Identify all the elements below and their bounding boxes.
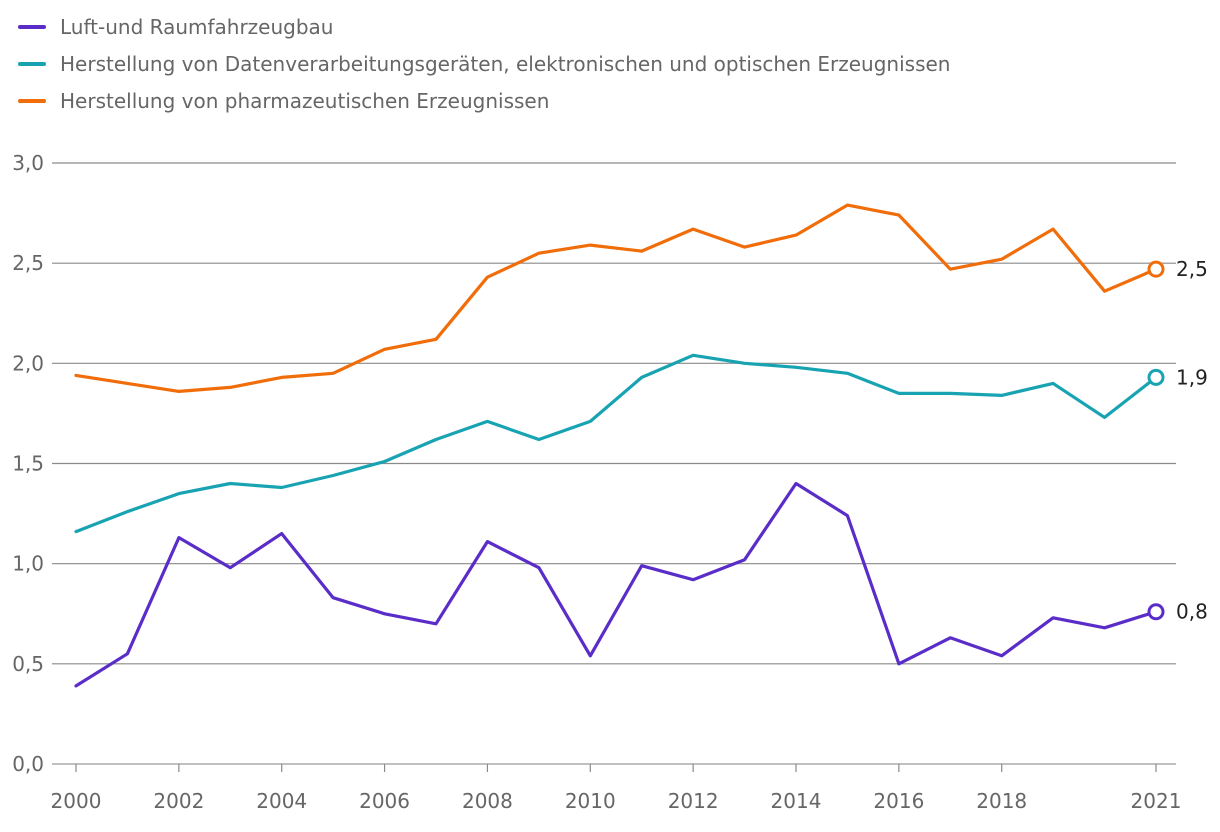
series-line	[74, 481, 1158, 688]
x-tick-label: 2006	[359, 789, 410, 813]
y-tick-label: 1,5	[12, 452, 44, 476]
legend-label: Luft-und Raumfahrzeugbau	[60, 14, 334, 39]
legend-label: Herstellung von pharmazeutischen Erzeugn…	[60, 88, 550, 113]
legend-item: Herstellung von pharmazeutischen Erzeugn…	[18, 82, 950, 119]
series-group: 2,5	[74, 203, 1208, 393]
legend-swatch	[18, 24, 46, 29]
gridlines: 0,0 0,5 1,0 1,5 2,0 2,5 3,0	[12, 151, 1176, 776]
x-tick-label: 2010	[565, 789, 616, 813]
legend-item: Herstellung von Datenverarbeitungsgeräte…	[18, 45, 950, 82]
x-tick-label: 2000	[51, 789, 102, 813]
series-end-label: 1,9	[1176, 365, 1208, 389]
series-line	[74, 203, 1158, 393]
x-tick-label: 2002	[153, 789, 204, 813]
y-tick-label: 0,0	[12, 752, 44, 776]
y-tick-label: 2,0	[12, 351, 44, 375]
x-tick-label: 2014	[771, 789, 822, 813]
y-tick-label: 0,5	[12, 652, 44, 676]
x-tick-label: 2004	[256, 789, 307, 813]
x-tick-label: 2016	[873, 789, 924, 813]
legend-swatch	[18, 98, 46, 103]
x-axis: 2000 2002 2004 2006 2008 2010 2012 2014 2016 2018…	[51, 764, 1182, 813]
y-tick-label: 3,0	[12, 151, 44, 175]
series-end-label: 2,5	[1176, 257, 1208, 281]
series-end-point	[1147, 260, 1165, 278]
x-tick-label: 2008	[462, 789, 513, 813]
series-end-point	[1147, 368, 1165, 386]
series-group: 0,8	[74, 481, 1208, 688]
series-lines: 0,8 1,9 2,5	[74, 203, 1208, 688]
y-tick-label: 2,5	[12, 251, 44, 275]
x-tick-label: 2018	[976, 789, 1027, 813]
y-tick-label: 1,0	[12, 552, 44, 576]
x-tick-label: 2021	[1131, 789, 1182, 813]
legend-item: Luft-und Raumfahrzeugbau	[18, 8, 950, 45]
legend-label: Herstellung von Datenverarbeitungsgeräte…	[60, 51, 951, 76]
series-group: 1,9	[74, 353, 1208, 534]
x-tick-label: 2012	[668, 789, 719, 813]
series-line	[74, 353, 1158, 534]
legend: Luft-und Raumfahrzeugbau Herstellung von …	[18, 8, 950, 119]
series-end-point	[1147, 603, 1165, 621]
legend-swatch	[18, 61, 46, 66]
series-end-label: 0,8	[1176, 600, 1208, 624]
